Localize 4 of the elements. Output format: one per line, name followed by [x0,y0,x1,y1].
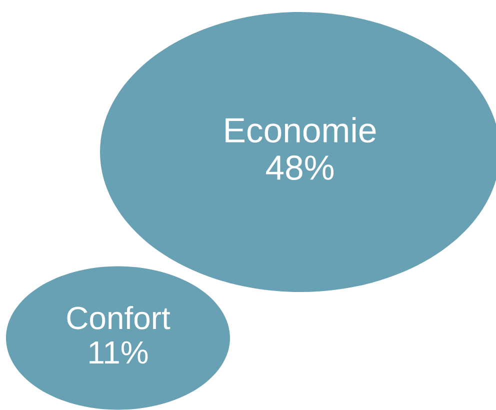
data-label: 48% [266,155,334,180]
category-label: Economie [226,117,376,143]
category-label: Confort [67,306,170,330]
data-label: 11% [90,341,148,364]
